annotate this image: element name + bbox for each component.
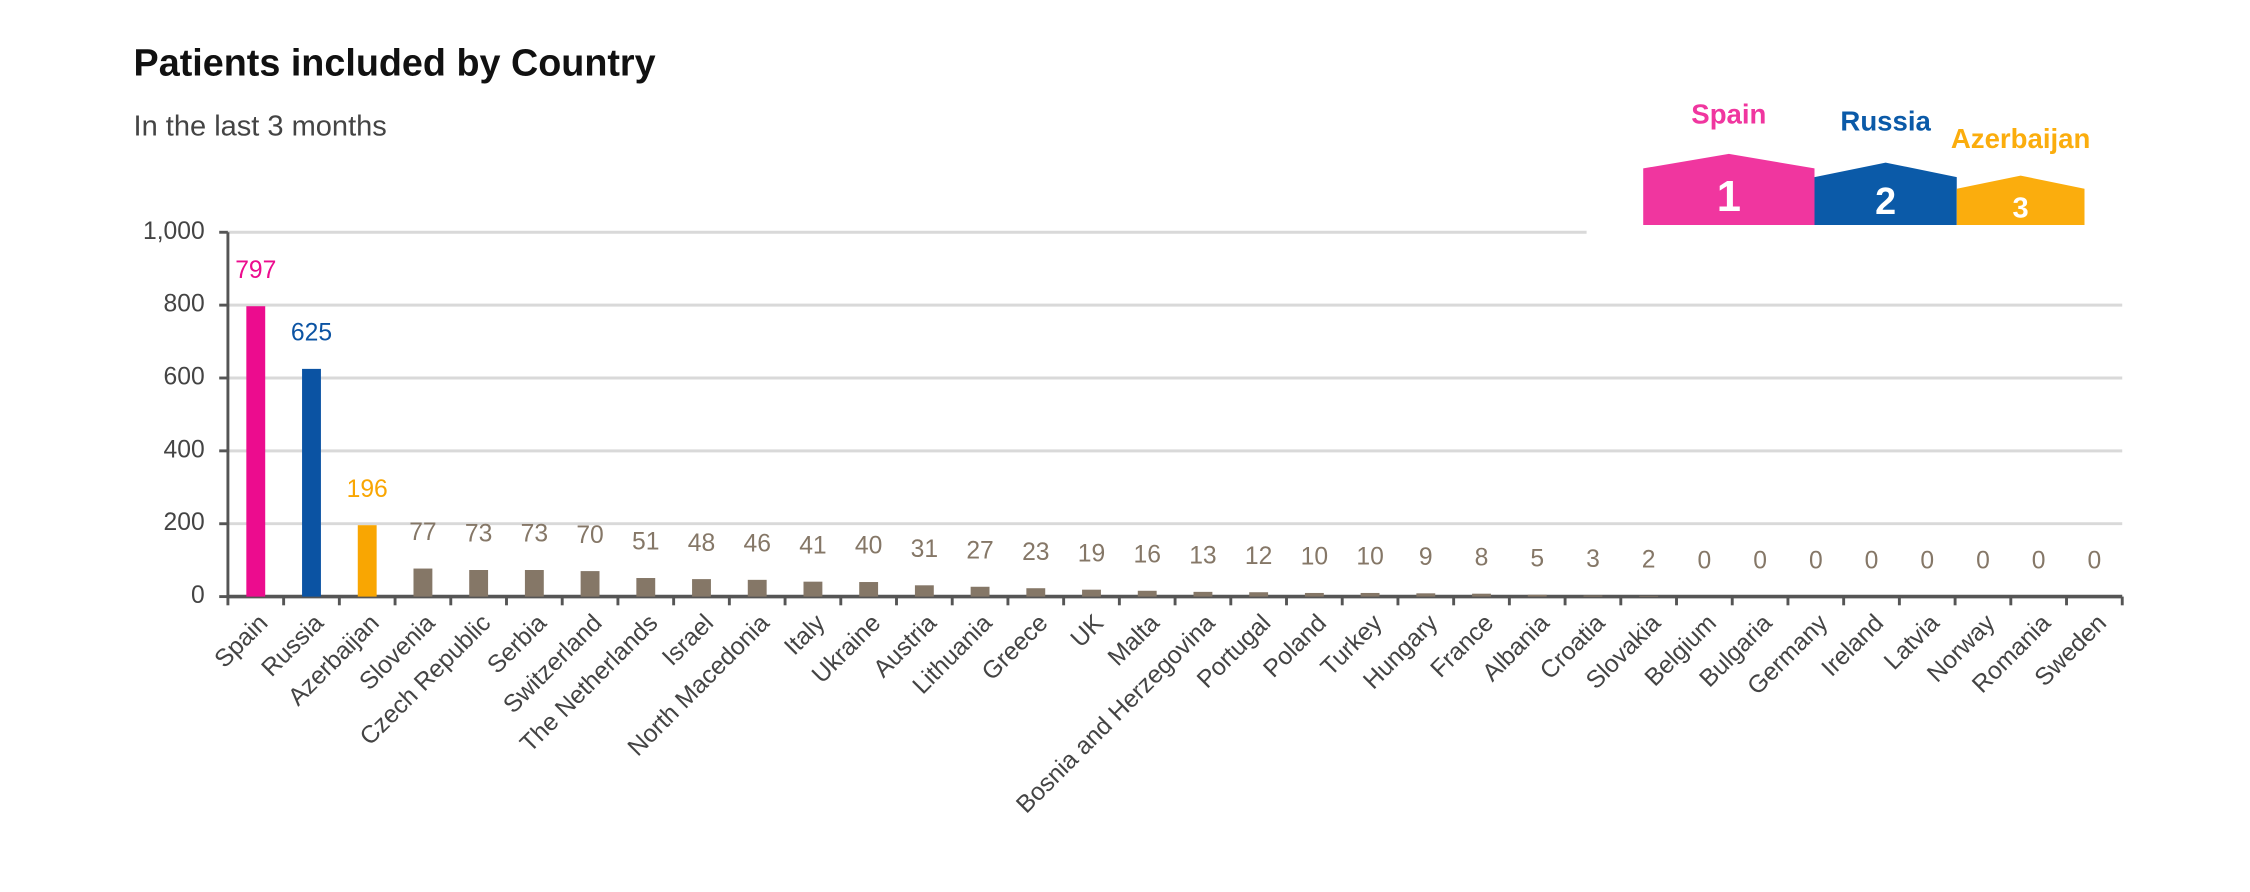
value-label: 70 [576, 522, 603, 549]
value-label: 797 [235, 257, 276, 284]
bar [469, 570, 489, 597]
podium-name: Azerbaijan [1951, 123, 2090, 154]
value-label: 8 [1475, 544, 1489, 571]
bar [1583, 595, 1603, 597]
bar [1137, 590, 1157, 597]
value-label: 46 [743, 531, 770, 558]
bar [970, 586, 990, 597]
bar [1360, 592, 1380, 597]
x-tick-label: UK [1066, 609, 1110, 653]
x-tick-label: Ireland [1817, 610, 1889, 682]
value-label: 0 [1920, 547, 1934, 574]
value-label: 41 [799, 532, 826, 559]
value-label: 19 [1078, 540, 1105, 567]
value-label: 40 [855, 533, 882, 560]
bar [246, 306, 266, 597]
bar [636, 578, 656, 597]
bar [1472, 593, 1491, 597]
value-label: 51 [632, 529, 659, 556]
bar [1249, 592, 1269, 597]
bar [413, 568, 433, 597]
y-tick-label: 0 [191, 582, 205, 609]
podium-rank: 1 [1717, 173, 1741, 221]
value-label: 2 [1642, 547, 1656, 574]
podium-block [1956, 175, 2085, 225]
podium-block [1643, 153, 1815, 225]
bar [803, 581, 823, 597]
value-label: 625 [291, 320, 332, 347]
value-label: 48 [688, 530, 715, 557]
value-label: 12 [1245, 543, 1272, 570]
y-tick-label: 1,000 [143, 218, 205, 245]
chart-subtitle: In the last 3 months [134, 110, 387, 142]
value-label: 0 [1976, 547, 1990, 574]
y-tick-label: 600 [164, 364, 205, 391]
bar [1416, 593, 1436, 597]
bar [580, 571, 600, 597]
podium-block [1814, 162, 1957, 225]
value-label: 27 [966, 537, 993, 564]
bar [859, 582, 879, 597]
value-label: 5 [1530, 545, 1544, 572]
value-label: 0 [1809, 547, 1823, 574]
value-label: 23 [1022, 539, 1049, 566]
value-label: 73 [521, 521, 548, 548]
bar [302, 368, 321, 597]
bar [914, 585, 934, 597]
value-label: 10 [1301, 544, 1328, 571]
value-label: 10 [1356, 544, 1383, 571]
value-label: 0 [1865, 547, 1879, 574]
podium-rank: 3 [2013, 192, 2029, 224]
bar [1639, 595, 1659, 597]
value-label: 0 [1753, 547, 1767, 574]
bar [1304, 592, 1324, 597]
value-label: 0 [2088, 547, 2102, 574]
bar [1026, 588, 1046, 597]
podium-name: Spain [1691, 98, 1766, 129]
value-label: 77 [409, 519, 436, 546]
y-tick-label: 400 [164, 436, 205, 463]
value-label: 13 [1189, 543, 1216, 570]
y-tick-label: 800 [164, 291, 205, 318]
value-label: 9 [1419, 544, 1433, 571]
y-tick-label: 200 [164, 509, 205, 536]
value-label: 73 [465, 521, 492, 548]
bar [524, 570, 544, 597]
bar [1082, 589, 1101, 597]
bar [692, 579, 711, 597]
bar [357, 525, 377, 597]
bar [1527, 594, 1547, 597]
value-label: 31 [911, 536, 938, 563]
value-label: 16 [1134, 541, 1161, 568]
value-label: 0 [2032, 547, 2046, 574]
chart-title: Patients included by Country [134, 41, 656, 83]
value-label: 196 [347, 476, 388, 503]
bar [1193, 591, 1213, 597]
bar [747, 579, 767, 597]
value-label: 0 [1698, 547, 1712, 574]
podium-name: Russia [1840, 106, 1931, 137]
x-tick-label: Poland [1259, 610, 1332, 683]
podium-rank: 2 [1875, 180, 1896, 222]
value-label: 3 [1586, 546, 1600, 573]
